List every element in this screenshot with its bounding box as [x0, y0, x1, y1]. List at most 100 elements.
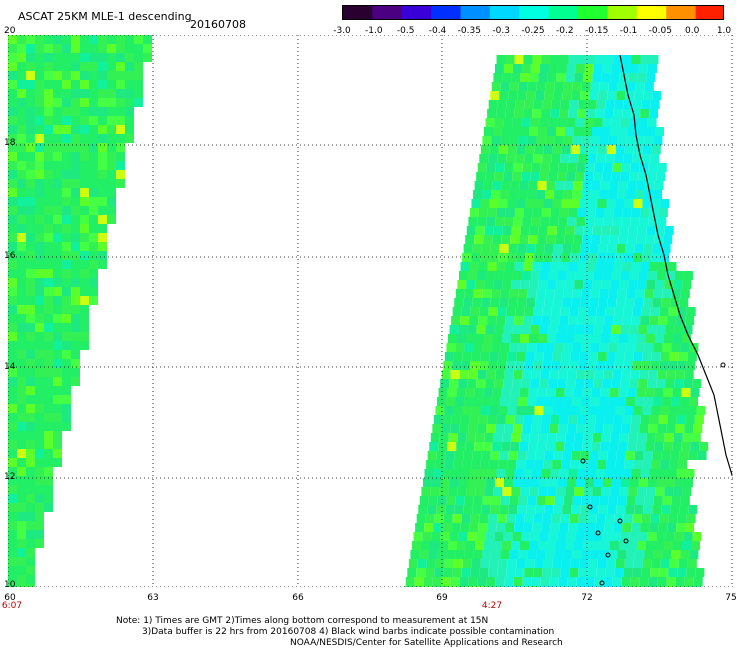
wind-cell	[516, 199, 526, 208]
wind-cell	[427, 451, 437, 460]
wind-cell	[488, 307, 498, 316]
wind-cell	[653, 190, 663, 199]
wind-cell	[17, 71, 26, 80]
wind-cell	[632, 514, 642, 523]
wind-cell	[512, 379, 522, 388]
wind-cell	[8, 287, 17, 296]
wind-cell	[563, 82, 573, 91]
wind-cell	[490, 91, 500, 100]
wind-cell	[592, 73, 602, 82]
wind-cell	[44, 179, 53, 188]
wind-cell	[35, 134, 44, 143]
wind-cell	[125, 125, 134, 134]
wind-cell	[545, 550, 555, 559]
wind-cell	[658, 208, 668, 217]
wind-cell	[662, 397, 672, 406]
wind-cell	[597, 199, 607, 208]
wind-cell	[685, 415, 695, 424]
wind-cell	[554, 496, 564, 505]
wind-cell	[62, 44, 71, 53]
wind-cell	[518, 496, 528, 505]
wind-cell	[499, 244, 509, 253]
wind-cell	[515, 307, 525, 316]
wind-cell	[607, 451, 617, 460]
wind-cell	[558, 370, 568, 379]
wind-cell	[660, 460, 670, 469]
wind-cell	[547, 280, 557, 289]
wind-cell	[648, 577, 658, 586]
wind-cell	[669, 352, 679, 361]
wind-cell	[416, 568, 426, 577]
wind-cell	[17, 377, 26, 386]
wind-cell	[26, 80, 35, 89]
wind-cell	[603, 577, 613, 586]
wind-cell	[584, 64, 594, 73]
wind-cell	[664, 433, 674, 442]
wind-cell	[489, 460, 499, 469]
wind-cell	[682, 487, 692, 496]
wind-cell	[483, 388, 493, 397]
wind-cell	[629, 325, 639, 334]
wind-cell	[89, 143, 98, 152]
wind-cell	[553, 451, 563, 460]
wind-cell	[547, 334, 556, 343]
wind-cell	[666, 424, 676, 433]
wind-cell	[687, 406, 697, 415]
wind-cell	[457, 280, 467, 289]
wind-cell	[628, 127, 637, 136]
wind-cell	[619, 433, 629, 442]
wind-cell	[643, 244, 653, 253]
wind-cell	[107, 35, 116, 44]
wind-cell	[44, 404, 53, 413]
wind-cell	[655, 334, 664, 343]
wind-cell	[509, 496, 519, 505]
wind-cell	[511, 226, 521, 235]
colorbar-swatch	[607, 6, 638, 19]
wind-cell	[80, 323, 89, 332]
wind-cell	[440, 478, 450, 487]
wind-cell	[426, 559, 436, 568]
wind-cell	[562, 244, 572, 253]
wind-cell	[514, 316, 524, 325]
wind-cell	[593, 172, 603, 181]
wind-cell	[515, 100, 525, 109]
wind-cell	[508, 505, 518, 514]
wind-cell	[457, 433, 467, 442]
wind-cell	[551, 100, 561, 109]
wind-cell	[507, 406, 517, 415]
wind-cell	[502, 487, 512, 496]
wind-cell	[496, 415, 506, 424]
wind-cell	[630, 577, 640, 586]
wind-cell	[598, 91, 608, 100]
wind-cell	[473, 397, 483, 406]
wind-cell	[98, 116, 107, 125]
wind-cell	[8, 530, 17, 539]
wind-cell	[593, 118, 603, 127]
wind-cell	[539, 271, 549, 280]
wind-cell	[71, 215, 80, 224]
wind-cell	[503, 271, 513, 280]
wind-cell	[577, 415, 587, 424]
wind-cell	[89, 242, 98, 251]
product-date: 20160708	[190, 18, 246, 31]
wind-cell	[500, 190, 510, 199]
wind-cell	[62, 323, 71, 332]
wind-cell	[588, 199, 598, 208]
wind-cell	[598, 505, 608, 514]
wind-cell	[565, 541, 574, 550]
wind-cell	[414, 577, 424, 586]
wind-cell	[469, 523, 479, 532]
wind-cell	[633, 559, 643, 568]
wind-cell	[116, 179, 125, 188]
wind-cell	[592, 127, 601, 136]
wind-cell	[62, 377, 71, 386]
wind-cell	[44, 305, 53, 314]
wind-cell	[554, 550, 564, 559]
wind-cell	[597, 253, 607, 262]
wind-cell	[572, 397, 582, 406]
wind-cell	[53, 377, 62, 386]
wind-cell	[549, 217, 559, 226]
wind-cell	[599, 343, 609, 352]
wind-cell	[512, 532, 522, 541]
wind-cell	[460, 469, 470, 478]
